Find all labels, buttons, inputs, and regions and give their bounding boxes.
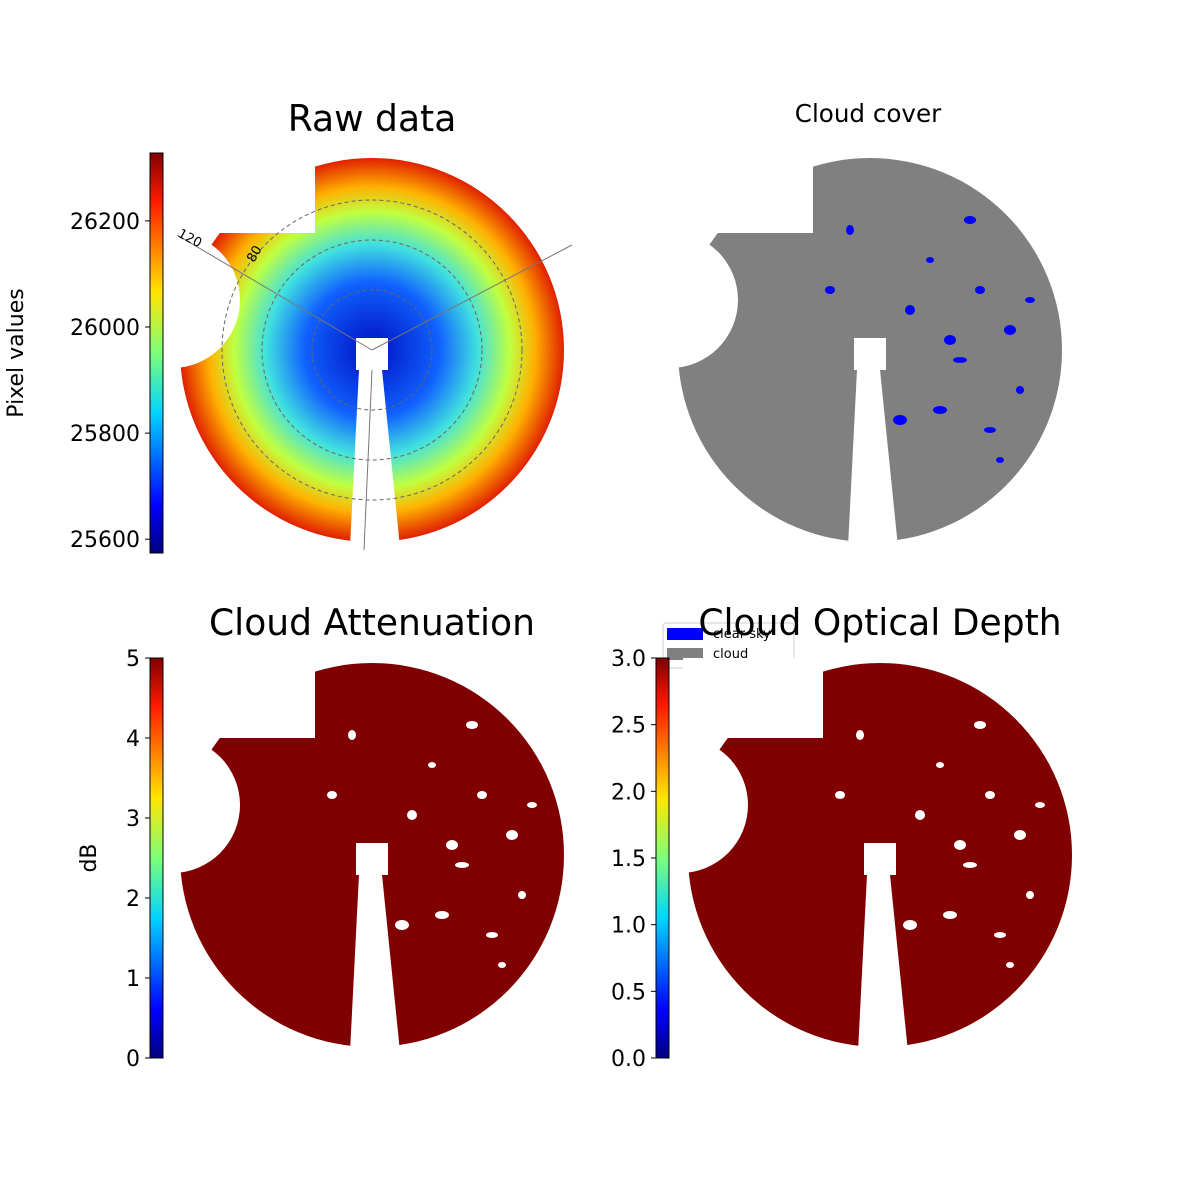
map-spot	[1035, 802, 1045, 808]
colorbar-tick-label: 26000	[70, 316, 140, 341]
map-spot	[893, 415, 907, 425]
colorbar	[149, 657, 164, 1059]
map-spot	[953, 357, 967, 363]
map-spot	[348, 730, 356, 740]
colorbar-tick-label: 3.0	[611, 647, 646, 672]
map-spot	[466, 721, 478, 729]
panel-title: Cloud Attenuation	[209, 602, 535, 644]
map-spot	[984, 427, 996, 433]
polar-label: 80	[244, 243, 265, 265]
colorbar-tick-label: 2	[126, 887, 140, 912]
map-notch	[175, 658, 315, 738]
legend-swatch	[667, 628, 703, 640]
map-spot	[428, 762, 436, 768]
map-spot	[926, 257, 934, 263]
map-spot	[1025, 297, 1035, 303]
map-mask	[356, 338, 388, 370]
map-spot	[407, 810, 417, 820]
map-mask	[350, 350, 400, 547]
map-spot	[954, 840, 966, 850]
map-spot	[996, 457, 1004, 463]
map-spot	[435, 911, 449, 919]
colorbar-tick-label: 4	[126, 727, 140, 752]
map-spot	[974, 721, 986, 729]
colorbar-tick-label: 0.0	[611, 1047, 646, 1072]
map-spot	[1004, 325, 1016, 335]
map-spot	[1006, 962, 1014, 968]
colorbar	[149, 152, 164, 554]
map-spot	[985, 791, 995, 799]
colorbar-tick-label: 3	[126, 807, 140, 832]
polar-axis	[176, 234, 373, 351]
map-spot	[936, 762, 944, 768]
polar-grid	[221, 199, 523, 501]
map-spot	[498, 962, 506, 968]
map-notch	[602, 232, 738, 368]
map-mask	[864, 843, 896, 875]
colorbar-tick-label: 1	[126, 967, 140, 992]
map-notch	[673, 153, 813, 233]
legend-swatch	[667, 648, 703, 660]
map-notch	[683, 658, 823, 738]
map-spot	[835, 791, 845, 799]
map-spot	[327, 791, 337, 799]
colorbar-tick-label: 0.5	[611, 980, 646, 1005]
colorbar-tick-label: 5	[126, 647, 140, 672]
colorbar-tick-label: 2.5	[611, 714, 646, 739]
map-spot	[994, 932, 1006, 938]
map-spot	[825, 286, 835, 294]
map-spot	[975, 286, 985, 294]
polar-axis	[363, 369, 373, 551]
map-spot	[944, 335, 956, 345]
map-spot	[846, 225, 854, 235]
map-spot	[1016, 386, 1024, 394]
colorbar	[655, 657, 670, 1059]
map-spot	[506, 830, 518, 840]
map-spot	[856, 730, 864, 740]
map-spot	[486, 932, 498, 938]
colorbar-tick-label: 26200	[70, 210, 140, 235]
map-spot	[455, 862, 469, 868]
map-mask	[356, 843, 388, 875]
map-notch	[175, 153, 315, 233]
map-mask	[858, 855, 908, 1052]
map-spot	[915, 810, 925, 820]
map-spot	[395, 920, 409, 930]
map-spot	[1014, 830, 1026, 840]
polar-axis	[371, 244, 573, 351]
map-spot	[527, 802, 537, 808]
colorbar-label: Pixel values	[4, 288, 29, 417]
map-spot	[446, 840, 458, 850]
map-notch	[612, 737, 748, 873]
colorbar-tick-label: 0	[126, 1047, 140, 1072]
map-mask	[350, 855, 400, 1052]
map-spot	[963, 862, 977, 868]
map-spot	[903, 920, 917, 930]
map-spot	[964, 216, 976, 224]
panel-title: Cloud Optical Depth	[698, 602, 1061, 644]
map-mask	[854, 338, 886, 370]
colorbar-tick-label: 1.0	[611, 914, 646, 939]
map-spot	[518, 891, 526, 899]
map-spot	[477, 791, 487, 799]
polar-grid	[311, 289, 433, 411]
colorbar-tick-label: 25800	[70, 422, 140, 447]
panel-title: Raw data	[288, 98, 457, 140]
map-spot	[1026, 891, 1034, 899]
panel-title: Cloud cover	[795, 99, 942, 128]
map-notch	[104, 232, 240, 368]
colorbar-label: dB	[77, 843, 102, 872]
map-spot	[943, 911, 957, 919]
colorbar-tick-label: 25600	[70, 528, 140, 553]
map-notch	[104, 737, 240, 873]
polar-grid	[261, 239, 483, 461]
map-spot	[933, 406, 947, 414]
legend-label: clear sky	[713, 627, 771, 642]
map-spot	[905, 305, 915, 315]
colorbar-tick-label: 2.0	[611, 780, 646, 805]
colorbar-tick-label: 1.5	[611, 847, 646, 872]
map-mask	[848, 350, 898, 547]
